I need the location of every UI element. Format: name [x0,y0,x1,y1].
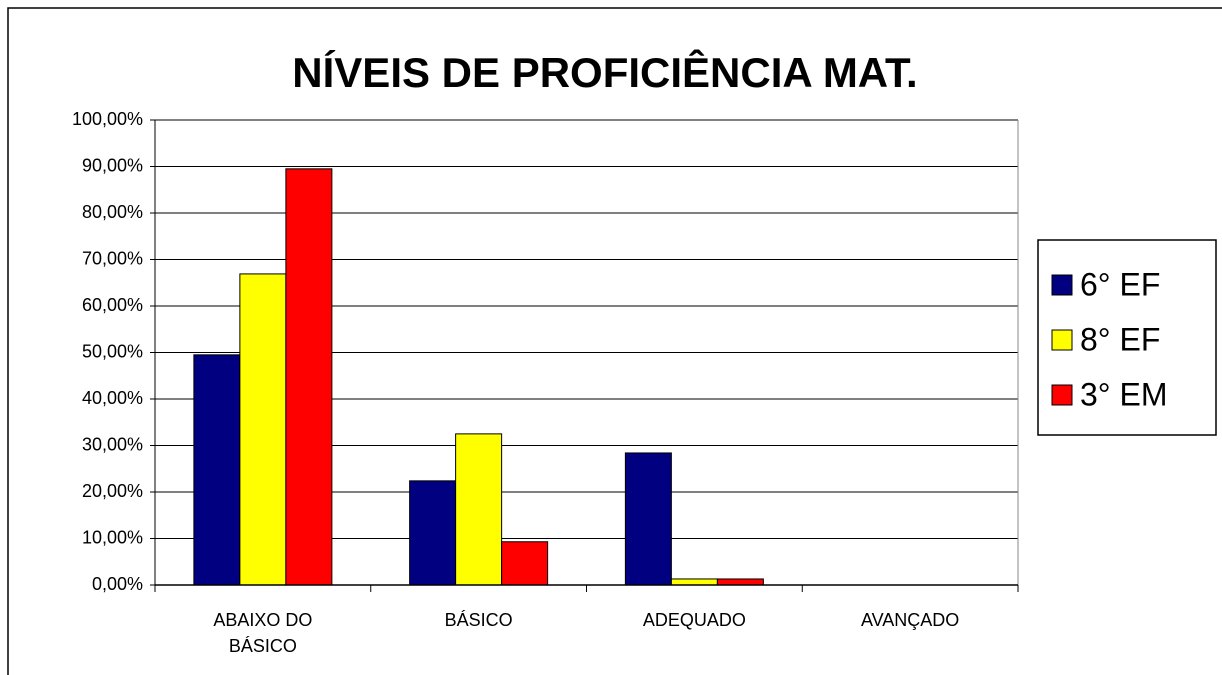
x-tick-label: AVANÇADO [860,610,960,630]
bar [193,354,241,586]
bar [501,541,549,586]
x-tick-label: BÁSICO [444,610,513,630]
y-tick-label: 50,00% [82,341,143,361]
y-tick-label: 30,00% [82,434,143,454]
legend-swatch [1051,384,1073,406]
bar [409,480,457,586]
y-tick-label: 0,00% [92,574,143,594]
legend-label: 8° EF [1080,321,1160,357]
y-tick-label: 40,00% [82,388,143,408]
y-tick-label: 80,00% [82,202,143,222]
y-tick-label: 90,00% [82,155,143,175]
y-tick-label: 70,00% [82,248,143,268]
x-tick-label: ADEQUADO [642,610,746,630]
bar [624,452,672,586]
chart-title: NÍVEIS DE PROFICIÊNCIA MAT. [292,48,917,96]
legend-label: 6° EF [1080,266,1160,302]
y-tick-label: 20,00% [82,481,143,501]
bar [239,273,287,586]
y-tick-label: 10,00% [82,527,143,547]
legend-label: 3° EM [1080,376,1167,412]
x-tick-label: ABAIXO DO BÁSICO [213,610,313,656]
legend-swatch [1051,274,1073,296]
bar [455,433,503,586]
y-tick-label: 100,00% [72,109,143,129]
legend-swatch [1051,329,1073,351]
bar [670,578,718,586]
bar [285,168,333,586]
bar [716,578,764,586]
y-tick-label: 60,00% [82,295,143,315]
